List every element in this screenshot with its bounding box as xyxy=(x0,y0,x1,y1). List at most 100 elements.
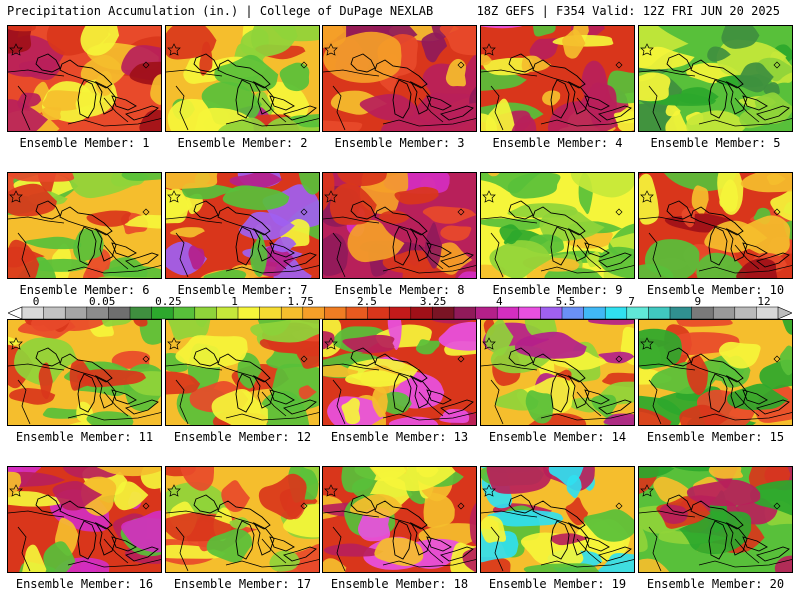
precip-map xyxy=(322,466,477,573)
colorbar-swatch xyxy=(475,306,498,320)
member-label: Ensemble Member: 18 xyxy=(330,577,469,591)
colorbar-tick-label: 3.25 xyxy=(419,295,447,308)
colorbar-swatch xyxy=(129,306,153,320)
product-title: Precipitation Accumulation (in.) | Colle… xyxy=(7,4,434,18)
ensemble-member-panel: Ensemble Member: 9 xyxy=(480,172,635,299)
colorbar-swatch xyxy=(237,306,261,320)
member-label: Ensemble Member: 2 xyxy=(177,136,308,150)
ensemble-member-panel: Ensemble Member: 2 xyxy=(165,25,320,152)
colorbar-swatch xyxy=(518,306,541,320)
ensemble-member-panel: Ensemble Member: 12 xyxy=(165,319,320,446)
colorbar-swatch xyxy=(540,306,563,320)
member-label: Ensemble Member: 9 xyxy=(492,283,623,297)
precip-map xyxy=(165,319,320,426)
colorbar-swatch xyxy=(496,306,520,320)
precip-map xyxy=(480,319,635,426)
precip-map xyxy=(165,466,320,573)
valid-time-label: 18Z GEFS | F354 Valid: 12Z FRI JUN 20 20… xyxy=(476,4,780,18)
colorbar-swatch xyxy=(280,306,304,320)
member-label: Ensemble Member: 17 xyxy=(173,577,312,591)
colorbar-swatch xyxy=(86,306,109,320)
precip-map xyxy=(7,466,162,573)
colorbar-tick-label: 0.05 xyxy=(88,295,116,308)
colorbar-swatch xyxy=(756,306,779,320)
colorbar-scale xyxy=(8,306,792,320)
member-label: Ensemble Member: 13 xyxy=(330,430,469,444)
colorbar-swatch xyxy=(734,306,757,320)
ensemble-member-panel: Ensemble Member: 20 xyxy=(638,466,793,593)
member-label: Ensemble Member: 6 xyxy=(19,283,150,297)
colorbar-swatch xyxy=(64,306,88,320)
member-label: Ensemble Member: 3 xyxy=(334,136,465,150)
precip-map xyxy=(7,25,162,132)
ensemble-member-panel: Ensemble Member: 14 xyxy=(480,319,635,446)
colorbar-swatch xyxy=(388,306,412,320)
colorbar-tick-label: 1.75 xyxy=(287,295,314,308)
ensemble-member-panel: Ensemble Member: 16 xyxy=(7,466,162,593)
ensemble-member-panel: Ensemble Member: 4 xyxy=(480,25,635,152)
precip-map xyxy=(480,25,635,132)
precip-map xyxy=(638,25,793,132)
colorbar-tick-label: 2.5 xyxy=(356,295,377,308)
ensemble-member-panel: Ensemble Member: 8 xyxy=(322,172,477,299)
precip-map xyxy=(638,319,793,426)
member-label: Ensemble Member: 15 xyxy=(646,430,785,444)
colorbar-tick-label: 0 xyxy=(32,295,40,308)
colorbar-tick-label: 4 xyxy=(495,295,503,308)
ensemble-member-panel: Ensemble Member: 5 xyxy=(638,25,793,152)
colorbar-swatch xyxy=(432,306,455,320)
colorbar-tick-label: 1 xyxy=(231,295,238,308)
ensemble-member-panel: Ensemble Member: 13 xyxy=(322,319,477,446)
colorbar-swatch xyxy=(583,306,606,320)
colorbar-swatch xyxy=(453,306,477,320)
colorbar-swatch xyxy=(345,306,369,320)
colorbar-swatch xyxy=(669,306,693,320)
colorbar-swatch xyxy=(108,306,131,320)
member-label: Ensemble Member: 16 xyxy=(15,577,154,591)
member-label: Ensemble Member: 14 xyxy=(488,430,627,444)
precip-map xyxy=(638,172,793,279)
colorbar-tick-label: 12 xyxy=(757,295,771,308)
precip-map xyxy=(7,319,162,426)
precip-map xyxy=(322,172,477,279)
colorbar-swatch xyxy=(43,306,66,320)
member-label: Ensemble Member: 5 xyxy=(650,136,781,150)
member-label: Ensemble Member: 4 xyxy=(492,136,623,150)
member-label: Ensemble Member: 12 xyxy=(173,430,312,444)
colorbar-swatch xyxy=(410,306,433,320)
member-label: Ensemble Member: 8 xyxy=(334,283,465,297)
colorbar-swatch xyxy=(259,306,282,320)
colorbar-swatch xyxy=(626,306,649,320)
ensemble-member-panel: Ensemble Member: 18 xyxy=(322,466,477,593)
precip-map xyxy=(7,172,162,279)
precip-map xyxy=(165,25,320,132)
ensemble-member-panel: Ensemble Member: 3 xyxy=(322,25,477,152)
precip-map xyxy=(480,466,635,573)
precip-map xyxy=(638,466,793,573)
member-label: Ensemble Member: 1 xyxy=(19,136,150,150)
colorbar-swatch xyxy=(324,306,347,320)
colorbar-swatch xyxy=(604,306,628,320)
colorbar-swatch xyxy=(712,306,736,320)
colorbar-tick-label: 0.25 xyxy=(155,295,182,308)
member-label: Ensemble Member: 11 xyxy=(15,430,154,444)
precip-map xyxy=(322,319,477,426)
member-label: Ensemble Member: 10 xyxy=(646,283,785,297)
colorbar-legend: 0 0.05 0.25 1 1.75 2.5 3.25 4 5.5 7 9 12 xyxy=(8,296,792,320)
colorbar-tick-label: 5.5 xyxy=(555,295,576,308)
member-label: Ensemble Member: 20 xyxy=(646,577,785,591)
colorbar-swatch xyxy=(21,306,45,320)
ensemble-member-panel: Ensemble Member: 11 xyxy=(7,319,162,446)
precip-map xyxy=(480,172,635,279)
colorbar-swatch xyxy=(648,306,671,320)
colorbar-swatch xyxy=(194,306,217,320)
ensemble-member-panel: Ensemble Member: 6 xyxy=(7,172,162,299)
member-label: Ensemble Member: 7 xyxy=(177,283,308,297)
colorbar-swatch xyxy=(172,306,196,320)
precip-map xyxy=(322,25,477,132)
ensemble-member-panel: Ensemble Member: 1 xyxy=(7,25,162,152)
precip-map xyxy=(165,172,320,279)
colorbar-tick-label: 7 xyxy=(628,295,635,308)
colorbar-right-arrow xyxy=(777,306,792,320)
colorbar-swatch xyxy=(367,306,390,320)
